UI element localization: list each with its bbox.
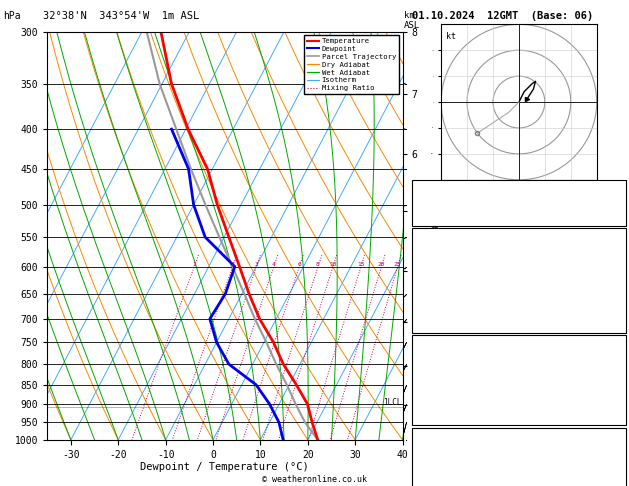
Text: © weatheronline.co.uk: © weatheronline.co.uk bbox=[262, 474, 367, 484]
Text: 0: 0 bbox=[617, 320, 622, 329]
Y-axis label: Mixing Ratio (g/kg): Mixing Ratio (g/kg) bbox=[428, 185, 437, 287]
Text: Lifted Index: Lifted Index bbox=[416, 384, 476, 393]
Text: Surface: Surface bbox=[501, 235, 537, 244]
Text: Totals Totals: Totals Totals bbox=[416, 198, 481, 208]
Text: Temp (°C): Temp (°C) bbox=[416, 249, 461, 258]
Text: 0: 0 bbox=[617, 413, 622, 422]
Text: 1LCL: 1LCL bbox=[383, 398, 401, 407]
Text: -8: -8 bbox=[612, 462, 622, 471]
Text: 6: 6 bbox=[617, 292, 622, 301]
Text: -23: -23 bbox=[607, 448, 622, 457]
Text: 323: 323 bbox=[607, 370, 622, 379]
Text: K: K bbox=[416, 186, 421, 194]
Text: 14.8: 14.8 bbox=[602, 263, 622, 272]
Text: 6: 6 bbox=[298, 262, 301, 267]
Text: 20: 20 bbox=[377, 262, 385, 267]
Text: Most Unstable: Most Unstable bbox=[486, 342, 552, 351]
Text: 35: 35 bbox=[612, 198, 622, 208]
Text: 3: 3 bbox=[254, 262, 258, 267]
Text: Hodograph: Hodograph bbox=[496, 434, 542, 443]
Text: 25: 25 bbox=[394, 262, 401, 267]
Text: 20: 20 bbox=[612, 186, 622, 194]
Text: SREH: SREH bbox=[416, 462, 436, 471]
Text: kt: kt bbox=[447, 32, 457, 41]
Text: 22.1: 22.1 bbox=[602, 249, 622, 258]
Legend: Temperature, Dewpoint, Parcel Trajectory, Dry Adiabat, Wet Adiabat, Isotherm, Mi: Temperature, Dewpoint, Parcel Trajectory… bbox=[304, 35, 399, 94]
Text: 01.10.2024  12GMT  (Base: 06): 01.10.2024 12GMT (Base: 06) bbox=[412, 11, 593, 21]
Text: hPa: hPa bbox=[3, 11, 21, 21]
Text: 32°38'N  343°54'W  1m ASL: 32°38'N 343°54'W 1m ASL bbox=[43, 11, 199, 21]
Text: 10: 10 bbox=[329, 262, 337, 267]
Text: 323: 323 bbox=[607, 278, 622, 287]
Text: 0: 0 bbox=[617, 306, 622, 315]
Text: Lifted Index: Lifted Index bbox=[416, 292, 476, 301]
Text: 15: 15 bbox=[357, 262, 364, 267]
Text: CIN (J): CIN (J) bbox=[416, 413, 451, 422]
Text: 1019: 1019 bbox=[602, 356, 622, 365]
Text: θₑ(K): θₑ(K) bbox=[416, 278, 441, 287]
Text: km
ASL: km ASL bbox=[404, 11, 420, 30]
Text: 2: 2 bbox=[230, 262, 234, 267]
Text: 0: 0 bbox=[617, 399, 622, 407]
Text: StmDir: StmDir bbox=[416, 476, 446, 486]
Text: 6: 6 bbox=[617, 384, 622, 393]
Text: PW (cm): PW (cm) bbox=[416, 211, 451, 220]
Text: CAPE (J): CAPE (J) bbox=[416, 306, 456, 315]
Text: 8: 8 bbox=[316, 262, 320, 267]
Text: θₑ (K): θₑ (K) bbox=[416, 370, 446, 379]
Text: CIN (J): CIN (J) bbox=[416, 320, 451, 329]
X-axis label: Dewpoint / Temperature (°C): Dewpoint / Temperature (°C) bbox=[140, 462, 309, 472]
Text: 1: 1 bbox=[192, 262, 196, 267]
Text: CAPE (J): CAPE (J) bbox=[416, 399, 456, 407]
Text: 355°: 355° bbox=[602, 476, 622, 486]
Text: 4: 4 bbox=[272, 262, 276, 267]
Text: EH: EH bbox=[416, 448, 426, 457]
Text: Dewp (°C): Dewp (°C) bbox=[416, 263, 461, 272]
Text: 2.62: 2.62 bbox=[602, 211, 622, 220]
Text: Pressure (mb): Pressure (mb) bbox=[416, 356, 481, 365]
